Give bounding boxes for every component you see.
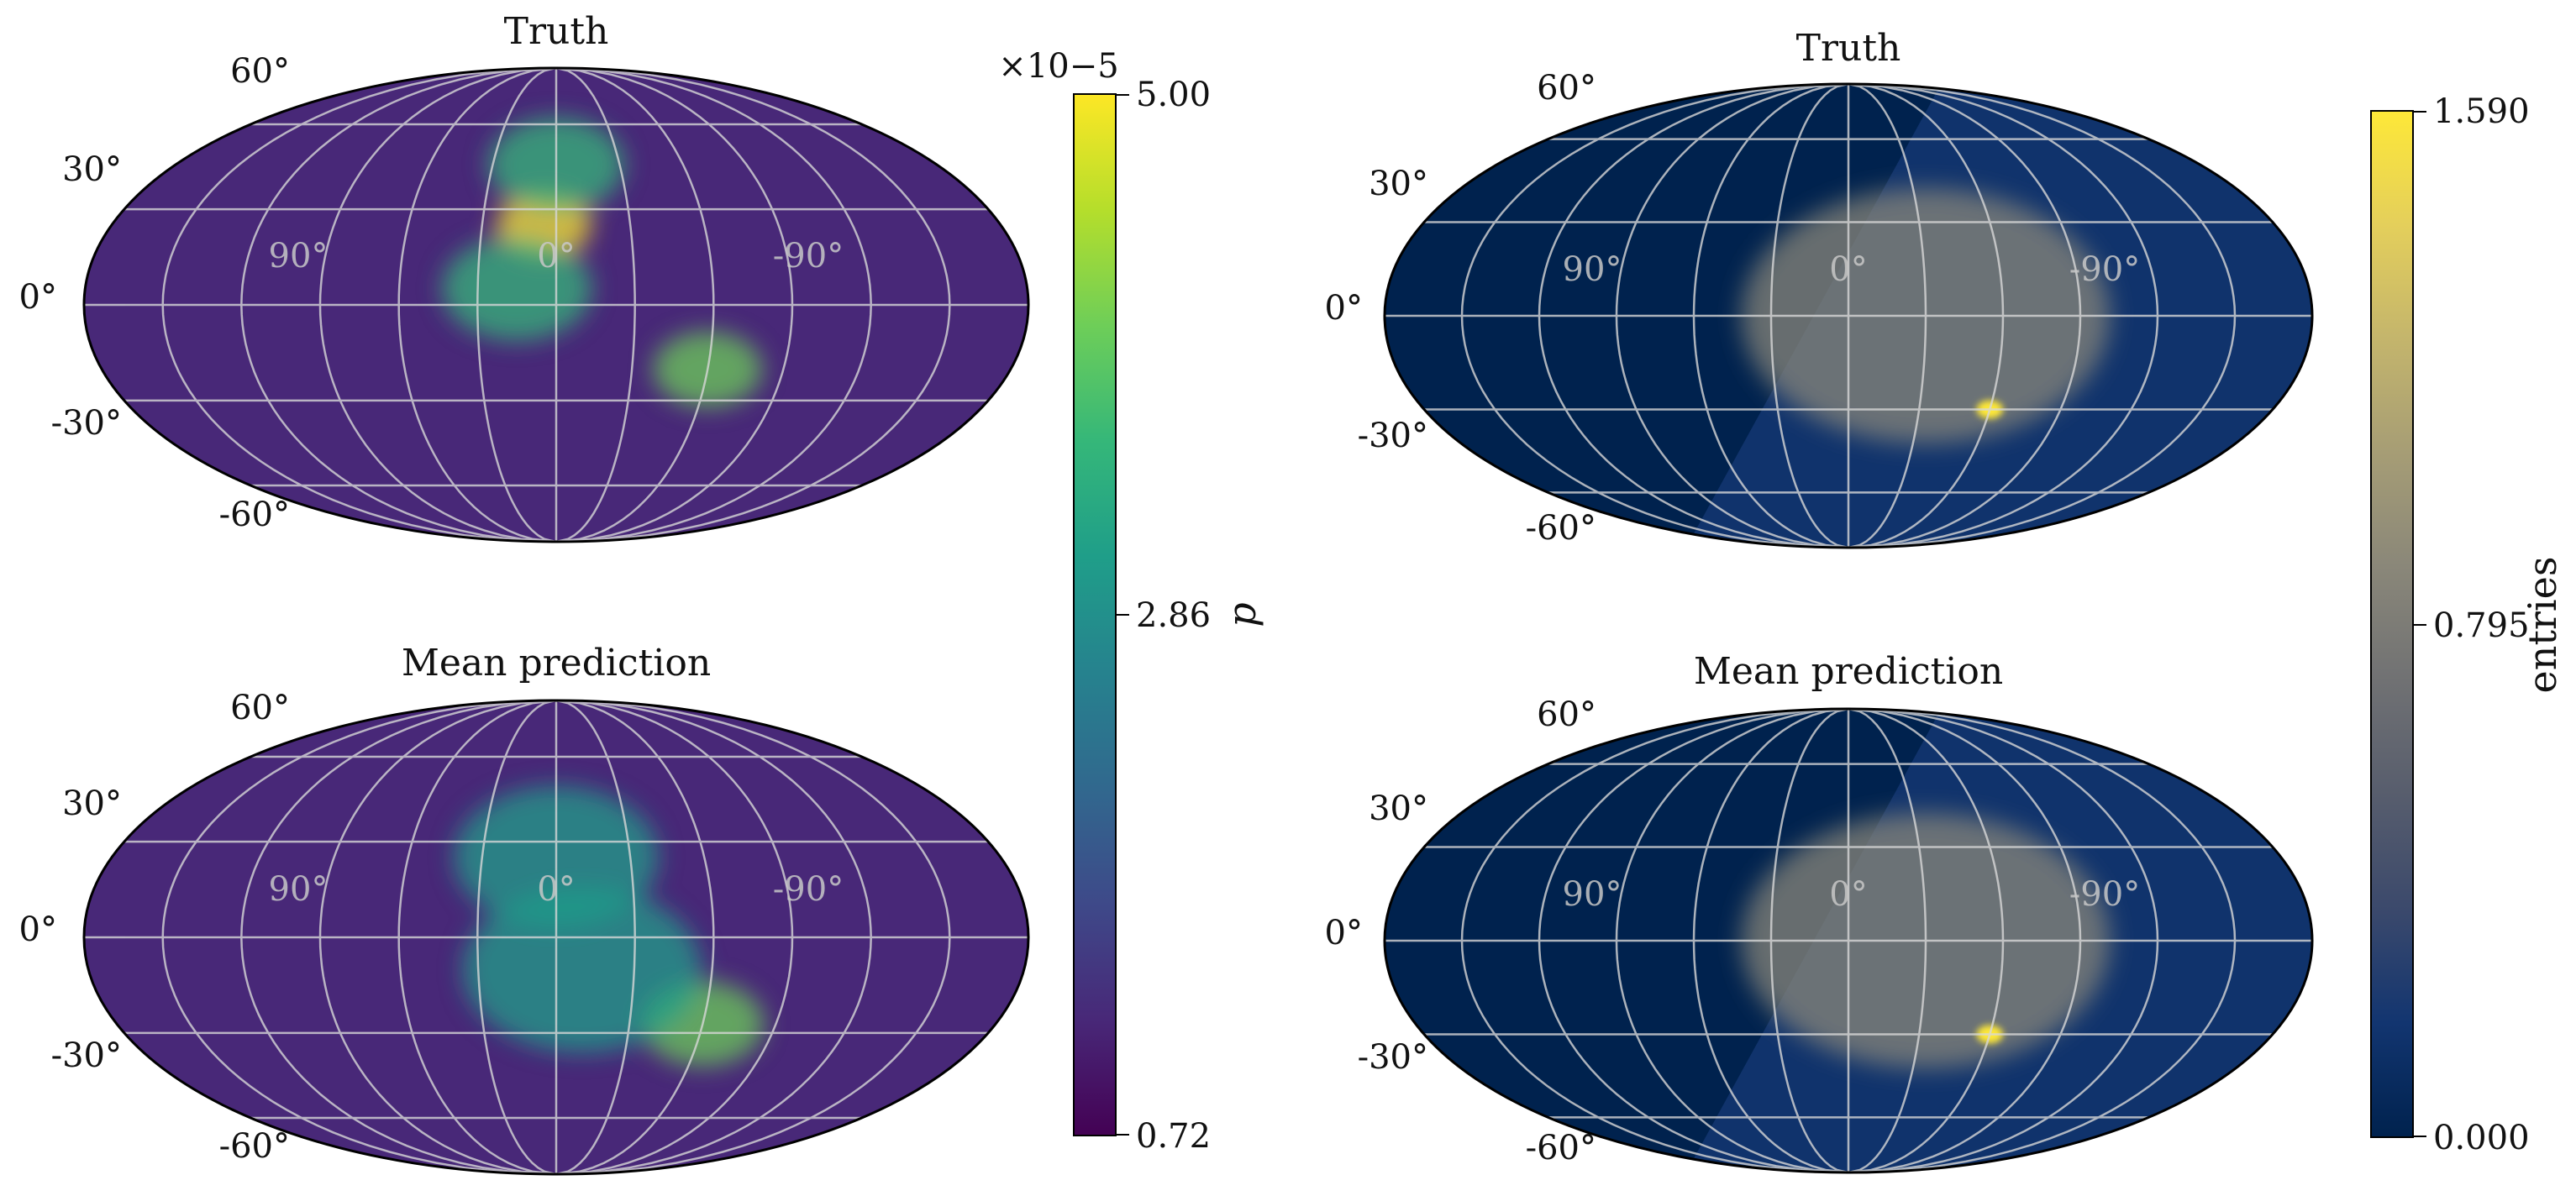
lon-label-neg90: -90° — [773, 237, 844, 275]
lat-label-0: 0° — [19, 910, 57, 949]
map-outline — [82, 699, 1030, 1176]
panel-truth-entries: Truth 60° 30° 0° -30° -60° 90° 0° -90° — [1325, 27, 2314, 549]
lon-label-neg90: -90° — [2069, 250, 2140, 289]
lat-label-neg30: -30° — [51, 1036, 122, 1075]
lat-label-30: 30° — [62, 150, 122, 189]
panel-title: Truth — [1796, 27, 1901, 70]
lon-label-90: 90° — [269, 870, 329, 909]
lon-label-0: 0° — [537, 237, 575, 275]
lat-label-neg30: -30° — [51, 404, 122, 443]
colorbar-tick-mid: 0.795 — [2433, 606, 2530, 645]
lat-label-neg30: -30° — [1358, 417, 1428, 455]
colorbar-tick-min: 0.000 — [2433, 1119, 2530, 1157]
colorbar-label: entries — [2520, 557, 2565, 694]
panel-truth-p: Truth 60° 30° 0° -30° -60° 90° 0° -90° — [19, 10, 1030, 543]
colorbar-gradient — [2370, 110, 2414, 1138]
panel-title: Mean prediction — [1694, 650, 2003, 693]
panel-mean-prediction-entries: Mean prediction 60° 30° 0° -30° -60° 90°… — [1325, 650, 2314, 1174]
lat-label-neg60: -60° — [219, 496, 290, 534]
colorbar-entries: 1.590 0.795 0.000 entries — [2370, 92, 2565, 1157]
lat-label-60: 60° — [230, 689, 290, 727]
lon-label-0: 0° — [537, 870, 575, 909]
mollweide-map — [1383, 707, 2314, 1174]
map-outline — [1383, 82, 2314, 549]
longitude-labels: 90° 0° -90° — [1563, 250, 2141, 289]
lon-label-0: 0° — [1829, 250, 1867, 289]
lon-label-0: 0° — [1829, 875, 1867, 914]
panel-mean-prediction-p: Mean prediction 60° 30° 0° -30° -60° 90°… — [19, 642, 1030, 1176]
lat-label-60: 60° — [1537, 695, 1596, 734]
graticule — [1385, 84, 2312, 548]
lon-label-neg90: -90° — [2069, 875, 2140, 914]
graticule — [1385, 709, 2312, 1172]
lat-label-60: 60° — [1537, 69, 1596, 108]
colorbar-tick-max: 1.590 — [2433, 92, 2530, 131]
lat-label-neg60: -60° — [1526, 509, 1596, 548]
lat-label-0: 0° — [19, 278, 57, 317]
colorbar-gradient — [1073, 93, 1117, 1136]
lat-label-0: 0° — [1325, 914, 1363, 952]
longitude-labels: 90° 0° -90° — [1563, 875, 2141, 914]
mollweide-map — [1383, 82, 2314, 549]
latitude-labels: 60° 30° 0° -30° -60° — [19, 52, 290, 534]
graticule — [84, 700, 1028, 1174]
longitude-labels: 90° 0° -90° — [269, 237, 844, 275]
lon-label-neg90: -90° — [773, 870, 844, 909]
latitude-labels: 60° 30° 0° -30° -60° — [19, 689, 290, 1166]
colorbar-tick-mid: 2.86 — [1136, 596, 1211, 635]
lat-label-neg60: -60° — [219, 1127, 290, 1166]
lon-label-90: 90° — [1563, 250, 1622, 289]
latitude-labels: 60° 30° 0° -30° -60° — [1325, 695, 1596, 1167]
colorbar-tick-min: 0.72 — [1136, 1117, 1211, 1156]
lat-label-30: 30° — [1369, 789, 1428, 828]
data-feature-2 — [462, 886, 702, 1053]
lon-label-90: 90° — [1563, 875, 1622, 914]
latitude-labels: 60° 30° 0° -30° -60° — [1325, 69, 1596, 548]
mollweide-map — [82, 699, 1030, 1176]
lat-label-0: 0° — [1325, 289, 1363, 328]
lat-label-neg30: -30° — [1358, 1038, 1428, 1077]
lat-label-30: 30° — [1369, 165, 1428, 203]
graticule — [84, 68, 1028, 542]
colorbar-tick-max: 5.00 — [1136, 76, 1211, 114]
map-outline — [82, 66, 1030, 543]
lat-label-60: 60° — [230, 52, 290, 91]
panel-title: Mean prediction — [402, 642, 711, 685]
panel-title: Truth — [504, 10, 609, 53]
longitude-labels: 90° 0° -90° — [269, 870, 844, 909]
lat-label-30: 30° — [62, 784, 122, 823]
colorbar-p: ×10−5 5.00 2.86 0.72 p — [998, 47, 1264, 1156]
mollweide-map — [82, 66, 1030, 543]
lat-label-neg60: -60° — [1526, 1129, 1596, 1167]
lon-label-90: 90° — [269, 237, 329, 275]
colorbar-exponent: ×10−5 — [998, 47, 1118, 86]
colorbar-label: p — [1219, 602, 1264, 627]
map-outline — [1383, 707, 2314, 1174]
